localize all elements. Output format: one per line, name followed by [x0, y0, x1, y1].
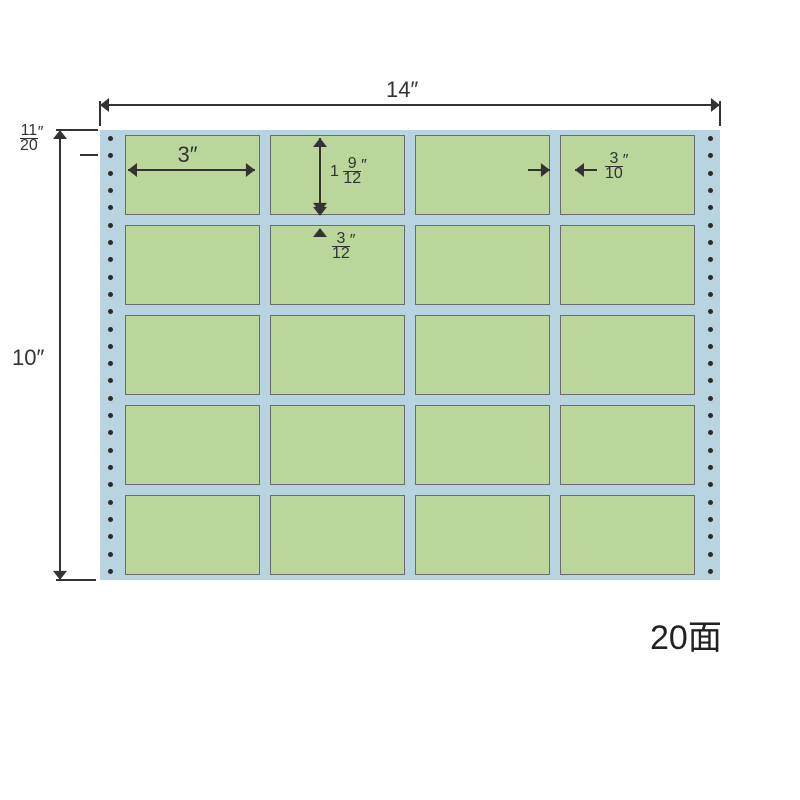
label-cell	[270, 495, 405, 575]
arrow-right-icon	[246, 163, 255, 177]
label-cell	[125, 225, 260, 305]
dim-tick	[99, 101, 101, 126]
perforation-dot	[708, 569, 713, 574]
dim-overall-width-line	[100, 104, 720, 106]
perforation-dot	[108, 205, 113, 210]
perforation-dot	[108, 153, 113, 158]
perforation-dot	[108, 396, 113, 401]
label-cell	[125, 315, 260, 395]
label-cell	[125, 495, 260, 575]
label-grid	[120, 130, 700, 580]
perforation-dot	[108, 517, 113, 522]
perforation-dot	[708, 171, 713, 176]
label-cell	[560, 495, 695, 575]
perforation-dot	[108, 292, 113, 297]
perforation-dot	[708, 240, 713, 245]
perforation-dot	[708, 552, 713, 557]
dim-col-gap-label: 3 10 ″	[605, 152, 628, 182]
canvas: 14″ 10″ 11 20 ″ 3″ 1 9 12 ″ 3 12	[0, 0, 800, 800]
dim-overall-width-label: 14″	[380, 77, 424, 103]
label-cell	[415, 315, 550, 395]
perforation-dot	[708, 344, 713, 349]
perforation-dot	[108, 188, 113, 193]
perforation-dot	[708, 465, 713, 470]
perforation-dot	[108, 275, 113, 280]
dim-tick	[719, 101, 721, 126]
perforation-dot	[108, 569, 113, 574]
perforation-dot	[708, 378, 713, 383]
label-cell	[560, 405, 695, 485]
perforation-dot	[708, 396, 713, 401]
dim-label-width-label: 3″	[178, 142, 198, 168]
perforation-dot	[108, 500, 113, 505]
perforation-dot	[108, 361, 113, 366]
dim-overall-height-line	[59, 130, 61, 580]
dim-label-height-label: 1 9 12 ″	[330, 157, 367, 187]
perforation-dot	[108, 240, 113, 245]
dim-overall-height-label: 10″	[10, 341, 46, 375]
perforation-dot	[708, 205, 713, 210]
perforation-dot	[108, 413, 113, 418]
label-cell	[415, 405, 550, 485]
perforation-dot	[108, 552, 113, 557]
dim-col-gap-line	[575, 169, 597, 171]
perforation-dot	[708, 482, 713, 487]
face-count-label: 20面	[650, 610, 722, 659]
perforation-dot	[708, 292, 713, 297]
label-cell	[415, 225, 550, 305]
arrow-up-icon	[53, 130, 67, 139]
perforation-dot	[708, 448, 713, 453]
perforation-dot	[708, 275, 713, 280]
dim-label-width-line	[128, 169, 255, 171]
perforation-dot	[708, 188, 713, 193]
dim-col-gap-line	[528, 169, 550, 171]
perforation-strip-left	[100, 130, 120, 580]
label-cell	[125, 405, 260, 485]
perforation-dot	[708, 223, 713, 228]
perforation-dot	[108, 430, 113, 435]
arrow-left-icon	[128, 163, 137, 177]
perforation-dot	[108, 257, 113, 262]
label-cell	[560, 315, 695, 395]
label-cell	[415, 495, 550, 575]
perforation-dot	[708, 534, 713, 539]
perforation-dot	[108, 223, 113, 228]
dim-tick	[56, 579, 96, 581]
arrow-up-icon	[313, 207, 327, 216]
perforation-dot	[708, 430, 713, 435]
perforation-dot	[708, 153, 713, 158]
arrow-left-icon	[100, 98, 109, 112]
perforation-dot	[108, 465, 113, 470]
label-cell	[270, 315, 405, 395]
perforation-strip-right	[700, 130, 720, 580]
perforation-dot	[708, 136, 713, 141]
perforation-dot	[108, 136, 113, 141]
arrow-down-icon	[313, 228, 327, 237]
perforation-dot	[708, 309, 713, 314]
perforation-dot	[708, 327, 713, 332]
dim-label-height-line	[319, 138, 321, 212]
perforation-dot	[708, 361, 713, 366]
perforation-dot	[108, 534, 113, 539]
perforation-dot	[708, 413, 713, 418]
arrow-up-icon	[313, 138, 327, 147]
dim-tick	[80, 154, 98, 156]
perforation-dot	[108, 482, 113, 487]
perforation-dot	[708, 517, 713, 522]
perforation-dot	[108, 327, 113, 332]
perforation-dot	[108, 448, 113, 453]
perforation-dot	[108, 378, 113, 383]
perforation-dot	[708, 257, 713, 262]
perforation-dot	[108, 309, 113, 314]
perforation-dot	[108, 344, 113, 349]
perforation-dot	[708, 500, 713, 505]
label-cell	[270, 405, 405, 485]
label-cell	[560, 225, 695, 305]
label-cell	[415, 135, 550, 215]
dim-row-gap-label: 3 12 ″	[332, 232, 355, 262]
dim-margin-top-label: 11 20 ″	[20, 124, 43, 154]
dim-tick	[80, 129, 98, 131]
perforation-dot	[108, 171, 113, 176]
